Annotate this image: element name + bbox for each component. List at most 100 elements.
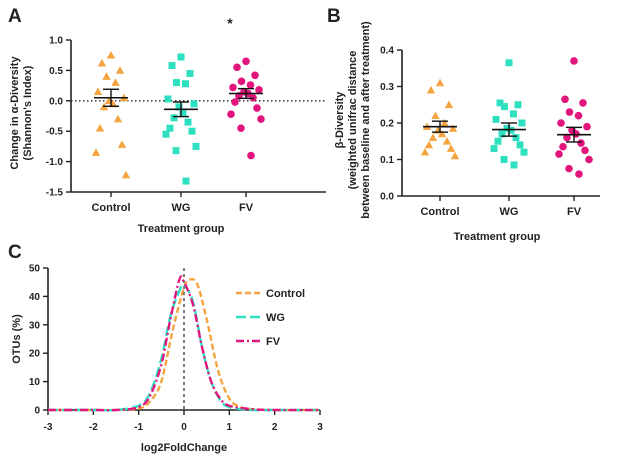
- panel-b-xlabel: Treatment group: [454, 231, 541, 243]
- panelB-point-fv: [575, 170, 583, 178]
- panelC-legend-label-control: Control: [266, 288, 305, 300]
- panelB-point-fv: [559, 142, 567, 151]
- panelA-point-wg: [179, 109, 187, 117]
- panelA-point-fv: [237, 124, 245, 132]
- panelA-point-wg: [192, 142, 200, 150]
- panelB-point-control: [440, 118, 449, 127]
- panelA-point-fv: [253, 104, 261, 112]
- panelA-point-fv: [242, 57, 250, 66]
- panelA-point-wg: [188, 127, 196, 135]
- panelA-point-control: [113, 114, 123, 123]
- panelA-point-control: [93, 87, 103, 96]
- panelA-point-control: [91, 148, 101, 156]
- panelA-category-label-fv: FV: [239, 202, 254, 214]
- panelA-point-fv: [257, 115, 265, 123]
- panelA-point-fv: [233, 63, 241, 72]
- panelA-point-wg: [190, 100, 198, 108]
- panelB-point-control: [435, 78, 445, 87]
- panelA-point-wg: [164, 95, 172, 103]
- panelB-point-fv: [581, 146, 589, 155]
- panelA-point-wg: [175, 103, 183, 111]
- panelB-point-wg: [492, 115, 500, 123]
- panelA-point-fv: [227, 110, 235, 118]
- panelA-ytick-label: -1.5: [46, 188, 64, 199]
- panelC-legend-label-fv: FV: [266, 336, 281, 348]
- panelC-ytick-label: 30: [29, 320, 41, 331]
- panel-a-significance-star: *: [227, 15, 233, 31]
- panelA-point-fv: [255, 86, 263, 94]
- panelB-point-fv: [579, 99, 587, 107]
- panelC-xtick-label: -2: [89, 422, 98, 433]
- panelB-point-wg: [510, 110, 517, 118]
- panelB-point-control: [431, 111, 440, 120]
- panel-b-letter: B: [327, 6, 341, 27]
- panelA-ytick-label: 1.0: [49, 36, 63, 47]
- panelB-point-wg: [510, 161, 518, 169]
- panelA-point-wg: [170, 114, 178, 122]
- panelC-series-line-fv: [48, 275, 321, 412]
- panelA-category-label-control: Control: [91, 202, 130, 214]
- panelC-xtick-label: 0: [181, 422, 187, 433]
- panelA-point-control: [97, 58, 107, 67]
- panelB-point-fv: [563, 133, 571, 142]
- panelB-point-wg: [490, 145, 498, 153]
- panelB-point-fv: [557, 119, 565, 127]
- panelB-point-control: [442, 137, 452, 145]
- panelB-point-wg: [516, 141, 524, 149]
- panelB-point-fv: [561, 95, 569, 104]
- panelB-point-wg: [514, 101, 522, 109]
- panelB-point-control: [450, 151, 460, 160]
- panelA-point-control: [95, 123, 105, 132]
- panel-c-xlabel: log2FoldChange: [141, 442, 227, 454]
- panelC-xtick-label: 2: [272, 422, 278, 433]
- panelB-point-control: [424, 140, 434, 149]
- panelA-point-wg: [166, 124, 174, 132]
- panel-c-letter: C: [8, 242, 22, 263]
- panelA-point-control: [106, 51, 116, 59]
- panel-c-ylabel: OTUs (%): [11, 314, 23, 364]
- panelB-point-control: [437, 129, 447, 138]
- panelA-point-wg: [177, 53, 185, 61]
- panelB-category-label-wg: WG: [500, 206, 519, 218]
- panelB-ytick-label: 0.1: [380, 155, 394, 166]
- panelB-ytick-label: 0.0: [380, 192, 394, 203]
- panelB-point-fv: [565, 164, 573, 173]
- panelB-point-wg: [520, 148, 528, 156]
- panelB-point-fv: [585, 155, 593, 164]
- panelA-point-control: [111, 78, 120, 86]
- panelA-point-wg: [173, 79, 180, 87]
- panelB-ytick-label: 0.4: [380, 46, 394, 57]
- panelA-point-wg: [186, 69, 194, 77]
- panelA-point-fv: [229, 83, 237, 92]
- panelB-ytick-label: 0.2: [380, 119, 394, 130]
- panel-b-ylabel-line3: between baseline and after treatment): [360, 21, 372, 219]
- panelC-ytick-label: 50: [29, 264, 41, 275]
- panelA-point-fv: [247, 151, 255, 160]
- panelA-ytick-label: -1.0: [46, 157, 64, 168]
- panelB-point-fv: [583, 122, 591, 131]
- panelB-point-wg: [496, 99, 504, 107]
- panel-b: B β-Diversity (weighted unifrac distance…: [327, 6, 600, 243]
- panelB-point-fv: [555, 150, 563, 158]
- panel-a-letter: A: [8, 6, 22, 27]
- panelB-point-wg: [503, 124, 511, 132]
- panelA-ytick-label: 0.5: [49, 66, 63, 77]
- panel-a: A Change in α-Diversity (Shannon's Index…: [8, 6, 326, 235]
- panelA-point-control: [102, 72, 111, 80]
- panel-b-ylabel-line2: (weighted unifrac distance: [347, 51, 359, 190]
- panel-a-ylabel-line1: Change in α-Diversity: [9, 56, 21, 170]
- panel-c: C OTUs (%) log2FoldChange 50403020100-3-…: [8, 242, 323, 454]
- panelC-xtick-label: -1: [134, 422, 143, 433]
- panelC-ytick-label: 0: [34, 406, 40, 417]
- panelC-ytick-label: 10: [29, 377, 41, 388]
- panelA-point-wg: [172, 147, 180, 155]
- panelB-category-label-fv: FV: [567, 206, 582, 218]
- panel-b-ylabel-line1: β-Diversity: [334, 91, 346, 149]
- panelB-point-control: [448, 124, 458, 132]
- panelB-point-wg: [500, 156, 508, 163]
- panelA-point-fv: [251, 71, 259, 80]
- panelB-ytick-label: 0.3: [380, 82, 394, 93]
- panel-a-xlabel: Treatment group: [138, 223, 225, 235]
- panelB-point-control: [444, 100, 454, 109]
- panelB-point-control: [426, 85, 436, 94]
